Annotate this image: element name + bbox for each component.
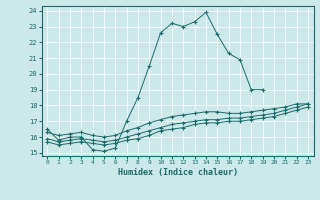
X-axis label: Humidex (Indice chaleur): Humidex (Indice chaleur)	[118, 168, 237, 177]
